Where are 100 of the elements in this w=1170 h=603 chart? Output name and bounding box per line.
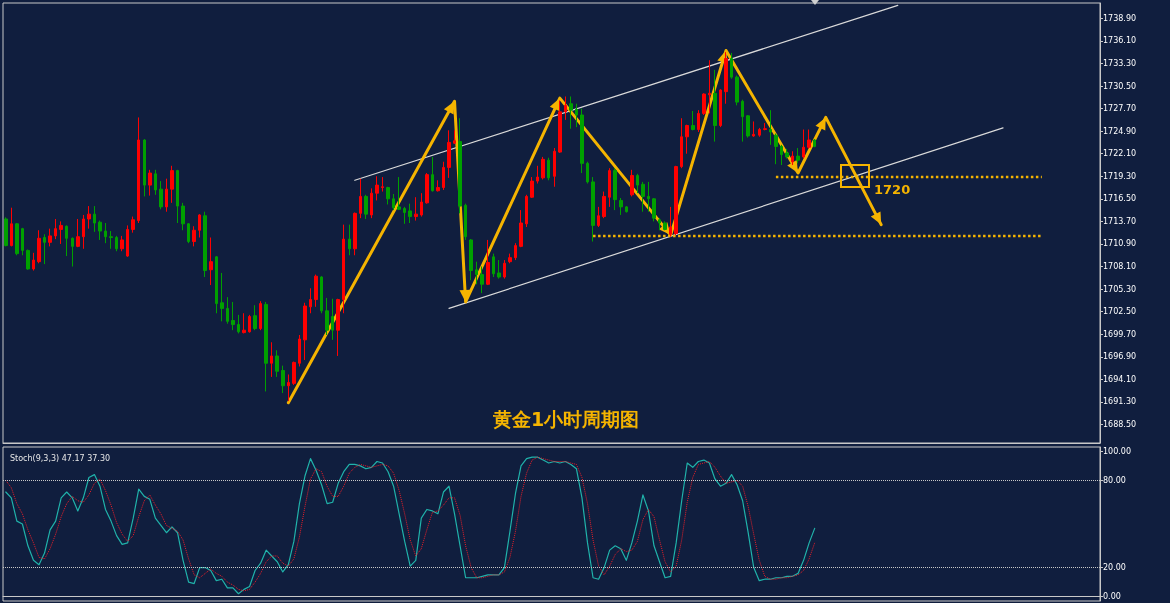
candlestick (630, 169, 634, 197)
candlestick (303, 302, 307, 361)
text: 黄金1小时周期图 (491, 407, 640, 430)
candlestick (503, 259, 506, 280)
candlestick (403, 206, 406, 225)
candlestick (591, 176, 595, 243)
candlestick (59, 220, 63, 245)
candlestick (752, 120, 755, 138)
y-tick-label: 1727.70 (1103, 104, 1137, 114)
candlestick (76, 218, 80, 248)
candlestick (170, 165, 174, 204)
candlestick (115, 235, 118, 252)
candlestick (48, 228, 52, 247)
candlestick (292, 361, 296, 386)
y-tick-label: 1716.50 (1103, 194, 1137, 204)
candlestick (746, 114, 750, 139)
candlestick (131, 216, 135, 234)
candlestick (541, 156, 545, 180)
candlestick (270, 341, 273, 378)
candlestick (281, 365, 285, 394)
candlestick (497, 259, 501, 280)
candlestick (758, 127, 761, 138)
y-tick-label: 80.00 (1103, 475, 1126, 485)
candlestick (702, 92, 706, 116)
candlestick (658, 217, 661, 231)
candlestick (392, 193, 395, 211)
candlestick (353, 212, 357, 256)
candlestick (724, 51, 728, 105)
candlestick (697, 109, 700, 133)
candlestick (120, 235, 124, 252)
candlestick (553, 147, 556, 188)
candlestick (226, 296, 229, 325)
y-tick-label: 1713.70 (1103, 216, 1137, 226)
y-tick-label: 1694.10 (1103, 374, 1137, 384)
candlestick (791, 150, 794, 166)
candlestick (508, 253, 512, 264)
y-tick-label: 1696.90 (1103, 352, 1137, 362)
candlestick (264, 301, 268, 392)
candlestick (309, 287, 312, 314)
candlestick (713, 69, 717, 143)
candlestick (530, 176, 534, 199)
candlestick (237, 314, 240, 334)
candlestick (320, 275, 323, 314)
candlestick (165, 178, 168, 213)
candlestick (458, 117, 462, 214)
candlestick (253, 304, 257, 331)
candlestick (314, 274, 318, 308)
y-tick-label: 1708.10 (1103, 262, 1137, 272)
candlestick (187, 222, 190, 244)
candlestick (242, 312, 246, 334)
candlestick (370, 187, 373, 219)
candlestick (785, 148, 789, 160)
candlestick (93, 205, 96, 233)
candlestick (209, 237, 213, 286)
candlestick (807, 129, 811, 150)
candlestick (536, 165, 539, 185)
candlestick (275, 349, 279, 378)
candlestick (580, 108, 584, 174)
y-tick-label: 1691.30 (1103, 397, 1137, 407)
candlestick (608, 167, 611, 208)
candlestick (176, 169, 179, 224)
candlestick (331, 298, 334, 341)
candlestick (691, 110, 695, 131)
candlestick (519, 209, 523, 248)
candlestick (625, 205, 628, 214)
candlestick (431, 156, 434, 193)
y-tick-label: 1722.10 (1103, 149, 1137, 159)
candlestick (569, 95, 573, 130)
y-tick-label: 1705.30 (1103, 284, 1137, 294)
candlestick (198, 213, 201, 239)
candlestick (763, 122, 767, 131)
candlestick (741, 99, 744, 143)
candlestick (26, 249, 30, 271)
candlestick (480, 266, 484, 294)
candlestick (215, 255, 218, 314)
candlestick (564, 95, 567, 121)
candlestick (719, 88, 722, 128)
candlestick (597, 206, 600, 228)
candlestick (71, 237, 74, 268)
candlestick (636, 173, 639, 194)
candlestick (381, 176, 384, 193)
text: Stoch(9,3,3) 47.17 37.30 (10, 453, 111, 463)
y-tick-label: 20.00 (1103, 563, 1126, 573)
candlestick (287, 374, 290, 402)
annotation: 1720 (874, 182, 911, 197)
candlestick (796, 147, 800, 164)
candlestick (492, 253, 495, 278)
candlestick (148, 169, 152, 197)
candlestick (259, 300, 262, 331)
y-tick-label: 1736.10 (1103, 36, 1137, 46)
candlestick (336, 298, 340, 357)
candlestick (425, 172, 429, 205)
candlestick (143, 138, 146, 197)
candlestick (248, 314, 251, 334)
candlestick (652, 197, 656, 222)
y-tick-label: 1699.70 (1103, 329, 1137, 339)
candlestick (735, 75, 739, 106)
candlestick (375, 175, 379, 201)
candlestick (364, 194, 368, 220)
candlestick (469, 238, 473, 281)
